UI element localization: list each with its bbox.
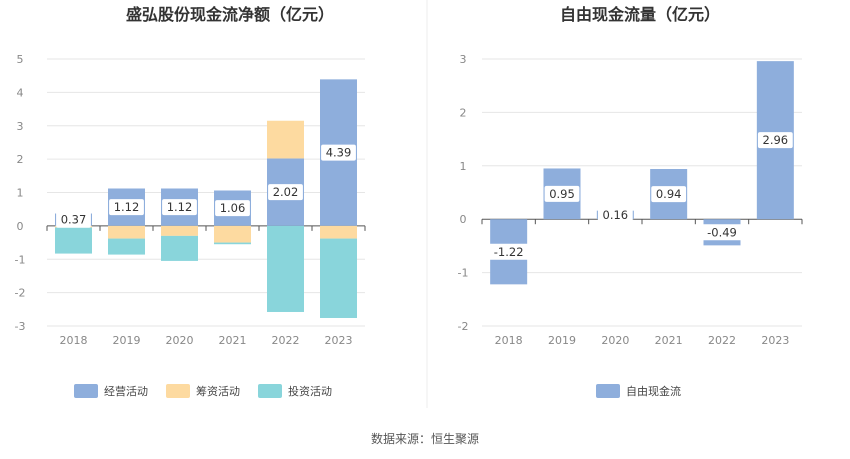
data-label-bg — [268, 184, 303, 201]
data-label-bg — [321, 144, 356, 161]
x-tick-label: 2023 — [325, 334, 353, 347]
bar-投资活动-2021 — [214, 242, 251, 245]
data-source: 数据来源：恒生聚源 — [371, 431, 479, 446]
chart1-title: 盛弘股份现金流净额（亿元） — [126, 5, 334, 24]
bar-筹资活动-2021 — [214, 225, 251, 243]
y-tick-label: -2 — [458, 320, 469, 333]
x-tick-label: 2019 — [113, 334, 141, 347]
data-label: 0.95 — [549, 187, 575, 201]
data-label-bg — [215, 200, 250, 217]
y-tick-label: 2 — [17, 153, 24, 166]
data-label: -1.22 — [494, 245, 524, 259]
data-label-bg — [544, 185, 580, 202]
x-tick-label: 2018 — [495, 334, 523, 347]
data-label-bg — [701, 224, 743, 241]
y-tick-label: 2 — [460, 106, 467, 119]
data-label-bg — [757, 132, 793, 149]
y-tick-label: 3 — [17, 120, 24, 133]
data-label: -0.49 — [707, 225, 737, 239]
data-label-bg — [56, 211, 91, 228]
legend-label: 筹资活动 — [196, 384, 240, 398]
data-label: 1.12 — [167, 200, 193, 214]
y-tick-label: -1 — [15, 253, 26, 266]
bar-投资活动-2023 — [320, 238, 357, 318]
y-tick-label: 4 — [17, 86, 24, 99]
data-label: 0.37 — [61, 213, 87, 227]
bar-筹资活动-2019 — [108, 225, 145, 239]
legend-label: 经营活动 — [104, 384, 148, 398]
data-label: 1.06 — [220, 201, 246, 215]
y-tick-label: 1 — [460, 160, 467, 173]
legend-swatch-经营活动 — [74, 384, 98, 398]
x-tick-label: 2019 — [548, 334, 576, 347]
y-tick-label: 0 — [17, 220, 24, 233]
x-tick-label: 2020 — [601, 334, 629, 347]
legend-swatch-投资活动 — [258, 384, 282, 398]
cash-flow-net-chart: 盛弘股份现金流净额（亿元） 5 4 3 2 1 0 -1 -2 -3 2018 2019 2020 20… — [15, 5, 366, 398]
data-label-bg — [597, 206, 633, 223]
bar-筹资活动-2020 — [161, 225, 198, 236]
data-label-bg — [487, 243, 530, 260]
x-tick-label: 2023 — [761, 334, 789, 347]
data-label: 1.12 — [114, 200, 140, 214]
bar-投资活动-2019 — [108, 238, 145, 255]
legend-label: 自由现金流 — [626, 384, 681, 398]
data-label: 4.39 — [326, 146, 352, 160]
bar-筹资活动-2022 — [267, 120, 304, 159]
bar-筹资活动-2023 — [320, 225, 357, 239]
bar-投资活动-2020 — [161, 235, 198, 261]
y-tick-label: -2 — [15, 287, 26, 300]
legend-label: 投资活动 — [288, 384, 332, 398]
data-label: 2.02 — [273, 185, 299, 199]
y-tick-label: 5 — [17, 53, 24, 66]
data-label: 0.16 — [603, 208, 629, 222]
x-tick-label: 2021 — [655, 334, 683, 347]
x-tick-label: 2022 — [708, 334, 736, 347]
x-tick-label: 2018 — [60, 334, 88, 347]
bar-投资活动-2022 — [267, 225, 304, 312]
chart2-title: 自由现金流量（亿元） — [560, 5, 720, 24]
data-label: 0.94 — [656, 187, 682, 201]
y-tick-label: -1 — [458, 267, 469, 280]
y-tick-label: 1 — [17, 187, 24, 200]
legend-swatch-筹资活动 — [166, 384, 190, 398]
x-tick-label: 2021 — [219, 334, 247, 347]
y-tick-label: 3 — [460, 53, 467, 66]
x-tick-label: 2022 — [272, 334, 300, 347]
x-tick-label: 2020 — [166, 334, 194, 347]
bar-投资活动-2018 — [55, 227, 92, 254]
data-label-bg — [109, 199, 144, 216]
y-tick-label: 0 — [460, 213, 467, 226]
data-label-bg — [162, 199, 197, 216]
free-cash-flow-chart: 自由现金流量（亿元） 3 2 1 0 -1 -2 2018 2019 2020 2021 2022 2… — [458, 5, 803, 398]
legend-swatch-自由现金流 — [596, 384, 620, 398]
data-label-bg — [651, 186, 687, 203]
data-label: 2.96 — [763, 133, 789, 147]
y-tick-label: -3 — [15, 320, 26, 333]
